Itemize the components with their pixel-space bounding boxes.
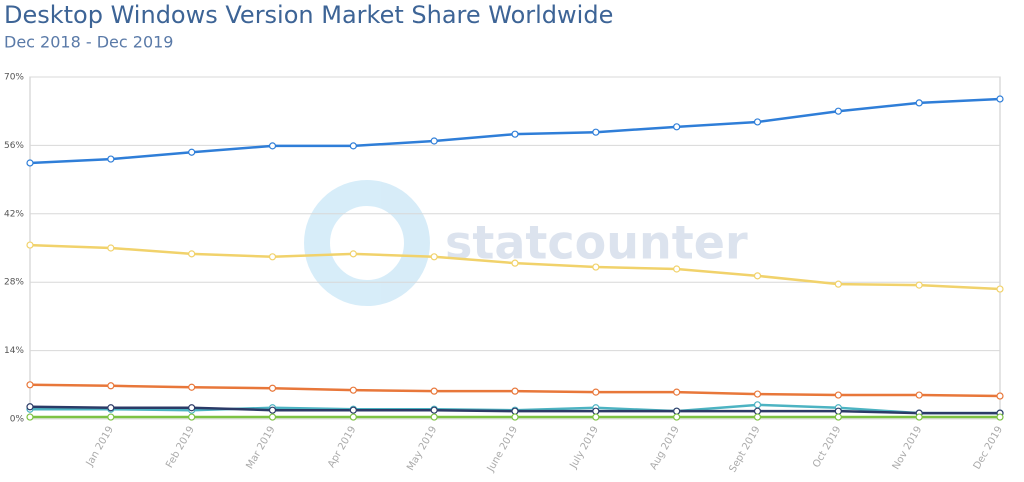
data-point	[915, 281, 923, 289]
data-point	[673, 388, 681, 396]
data-point	[430, 137, 438, 145]
watermark-logo	[304, 180, 430, 306]
data-point	[834, 280, 842, 288]
data-point	[592, 388, 600, 396]
data-point	[349, 413, 357, 421]
data-point	[753, 390, 762, 398]
y-tick-label: 28%	[4, 278, 24, 288]
data-point	[673, 413, 681, 421]
x-tick-label: Jan 2019	[84, 425, 116, 470]
data-point	[430, 253, 438, 261]
data-point	[834, 407, 842, 415]
data-point	[430, 387, 438, 395]
x-tick-label: Feb 2019	[164, 425, 197, 471]
y-tick-label: 0%	[10, 415, 25, 425]
data-point	[834, 107, 842, 115]
data-point	[996, 285, 1004, 293]
watermark: statcounter	[304, 180, 748, 306]
data-point	[26, 403, 34, 411]
data-point	[753, 407, 762, 415]
x-tick-label: Sept 2019	[727, 425, 762, 475]
data-point	[511, 387, 519, 395]
data-point	[268, 253, 277, 261]
y-tick-label: 42%	[4, 209, 24, 219]
data-point	[188, 148, 196, 156]
data-point	[268, 142, 277, 150]
data-point	[673, 407, 681, 415]
x-tick-label: Nov 2019	[891, 425, 925, 472]
x-tick-label: Oct 2019	[811, 425, 843, 470]
data-point	[915, 99, 923, 107]
data-point	[349, 386, 357, 394]
data-point	[673, 123, 681, 131]
data-point	[349, 250, 357, 258]
x-tick-label: July 2019	[568, 425, 601, 472]
chart-title: Desktop Windows Version Market Share Wor…	[4, 1, 613, 29]
y-tick-label: 70%	[4, 73, 24, 83]
x-tick-label: Apr 2019	[326, 425, 358, 470]
data-point	[673, 265, 681, 273]
y-tick-label: 14%	[4, 346, 24, 356]
data-point	[26, 159, 34, 167]
data-point	[26, 413, 34, 421]
data-point	[268, 406, 277, 414]
data-point	[107, 382, 115, 390]
data-point	[107, 413, 115, 421]
data-point	[592, 263, 600, 271]
data-point	[753, 413, 762, 421]
x-tick-label: Aug 2019	[648, 425, 682, 472]
data-point	[915, 391, 923, 399]
data-point	[188, 413, 196, 421]
x-tick-label: May 2019	[405, 425, 439, 473]
x-tick-label: Mar 2019	[244, 425, 277, 472]
data-point	[592, 413, 600, 421]
data-point	[268, 384, 277, 392]
data-point	[430, 406, 438, 414]
data-point	[753, 118, 762, 126]
data-point	[26, 381, 34, 389]
data-point	[107, 155, 115, 163]
data-point	[511, 407, 519, 415]
chart-subtitle: Dec 2018 - Dec 2019	[4, 33, 173, 52]
y-tick-label: 56%	[4, 141, 24, 151]
data-point	[753, 272, 762, 280]
data-point	[996, 95, 1004, 103]
data-point	[592, 128, 600, 136]
x-tick-label: June 2019	[485, 425, 520, 475]
data-point	[511, 259, 519, 267]
data-point	[430, 413, 438, 421]
data-point	[26, 241, 34, 249]
data-point	[511, 413, 519, 421]
data-point	[188, 404, 196, 412]
data-point	[188, 383, 196, 391]
data-point	[996, 413, 1004, 421]
data-point	[511, 130, 519, 138]
data-point	[996, 392, 1004, 400]
data-point	[188, 250, 196, 258]
data-point	[834, 391, 842, 399]
data-point	[349, 406, 357, 414]
data-point	[834, 413, 842, 421]
data-point	[268, 413, 277, 421]
data-point	[107, 244, 115, 252]
data-point	[592, 407, 600, 415]
data-point	[349, 142, 357, 150]
data-point	[753, 401, 762, 409]
x-tick-label: Dec 2019	[972, 425, 1006, 472]
data-point	[107, 404, 115, 412]
data-point	[915, 413, 923, 421]
